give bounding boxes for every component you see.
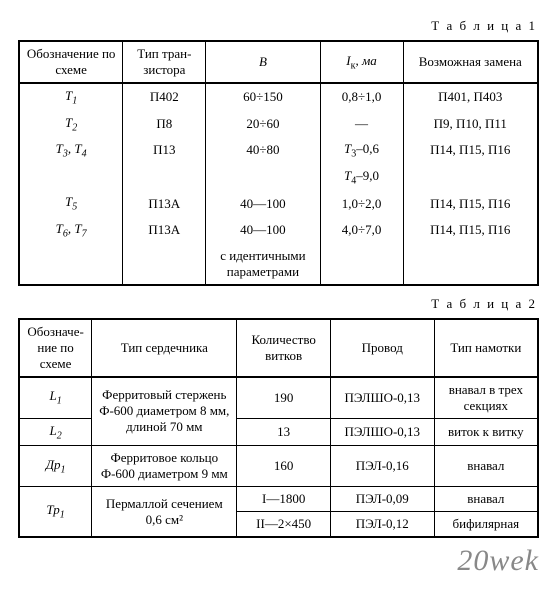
t1-cell-designation: T5: [19, 190, 123, 217]
t2-cell-winding: внавал: [434, 487, 538, 512]
t2-cell-winding: внавал: [434, 446, 538, 487]
t2-cell-core: Ферритовый стер­жень Ф-600 диамет­ром 8 …: [92, 377, 237, 446]
t2-cell-designation: Др1: [19, 446, 92, 487]
t2-cell-designation: Тр1: [19, 487, 92, 538]
t2-cell-winding: внавал в трех секциях: [434, 377, 538, 419]
t1-cell-designation: [19, 164, 123, 191]
t2-cell-turns: 160: [237, 446, 330, 487]
t1-header-type: Тип тран­зистора: [123, 41, 206, 83]
t1-header-ma: , ма: [355, 53, 376, 68]
t2-header-core: Тип сердечника: [92, 319, 237, 377]
table1-caption: Т а б л и ц а 1: [18, 18, 537, 34]
t1-header-B: B: [206, 41, 320, 83]
watermark: 20wek: [18, 544, 539, 578]
t2-cell-winding: виток к витку: [434, 418, 538, 446]
t2-cell-designation: L1: [19, 377, 92, 419]
t1-cell-type: [123, 164, 206, 191]
t1-cell-repl: П14, П15, П16: [403, 190, 538, 217]
t1-cell-repl: [403, 244, 538, 285]
t1-cell-type: П13: [123, 137, 206, 164]
t1-cell-Ik: T4–9,0: [320, 164, 403, 191]
t2-header-turns: Количество витков: [237, 319, 330, 377]
t1-cell-designation: T2: [19, 111, 123, 138]
t1-cell-repl: П9, П10, П11: [403, 111, 538, 138]
t1-cell-designation: T3, T4: [19, 137, 123, 164]
t1-cell-Ik: [320, 244, 403, 285]
t1-cell-B: 40—100: [206, 217, 320, 244]
t1-header-repl: Возможная замена: [403, 41, 538, 83]
t1-cell-B: 40—100: [206, 190, 320, 217]
t2-cell-wire: ПЭЛ-0,12: [330, 512, 434, 538]
t2-cell-wire: ПЭЛ-0,16: [330, 446, 434, 487]
t1-cell-repl: П14, П15, П16: [403, 217, 538, 244]
t1-cell-B: [206, 164, 320, 191]
t1-header-Ik: Iк, ма: [320, 41, 403, 83]
t2-cell-turns: II—2×450: [237, 512, 330, 538]
t1-cell-Ik: T3–0,6: [320, 137, 403, 164]
t1-cell-designation: [19, 244, 123, 285]
table2: Обозначе­ние по схеме Тип сердечника Кол…: [18, 318, 539, 539]
t2-header-designation: Обозначе­ние по схеме: [19, 319, 92, 377]
t2-cell-designation: L2: [19, 418, 92, 446]
t1-cell-B: с идентичными параметрами: [206, 244, 320, 285]
t2-header-wire: Провод: [330, 319, 434, 377]
t1-cell-repl: П14, П15, П16: [403, 137, 538, 164]
t2-cell-core: Ферритовое кольцо Ф-600 диаметром 9 мм: [92, 446, 237, 487]
table1: Обозначение по схеме Тип тран­зистора B …: [18, 40, 539, 286]
t1-cell-B: 20÷60: [206, 111, 320, 138]
t2-cell-turns: I—1800: [237, 487, 330, 512]
t2-cell-wire: ПЭЛШО-0,13: [330, 418, 434, 446]
t1-cell-B: 40÷80: [206, 137, 320, 164]
t2-cell-core: Пермаллой сечени­ем 0,6 см²: [92, 487, 237, 538]
t1-cell-B: 60÷150: [206, 83, 320, 111]
t1-cell-Ik: 4,0÷7,0: [320, 217, 403, 244]
t2-header-winding: Тип намотки: [434, 319, 538, 377]
table2-caption: Т а б л и ц а 2: [18, 296, 537, 312]
t1-header-designation: Обозначение по схеме: [19, 41, 123, 83]
t1-cell-type: П8: [123, 111, 206, 138]
t1-cell-repl: [403, 164, 538, 191]
t1-cell-Ik: —: [320, 111, 403, 138]
t1-cell-type: П13А: [123, 190, 206, 217]
t1-cell-repl: П401, П403: [403, 83, 538, 111]
t1-cell-Ik: 1,0÷2,0: [320, 190, 403, 217]
t1-cell-designation: T6, T7: [19, 217, 123, 244]
t1-cell-type: [123, 244, 206, 285]
t2-cell-turns: 13: [237, 418, 330, 446]
t2-cell-wire: ПЭЛ-0,09: [330, 487, 434, 512]
t2-cell-turns: 190: [237, 377, 330, 419]
t1-cell-type: П13А: [123, 217, 206, 244]
t1-cell-Ik: 0,8÷1,0: [320, 83, 403, 111]
t2-cell-winding: бифилярная: [434, 512, 538, 538]
t1-cell-designation: T1: [19, 83, 123, 111]
t2-cell-wire: ПЭЛШО-0,13: [330, 377, 434, 419]
t1-cell-type: П402: [123, 83, 206, 111]
